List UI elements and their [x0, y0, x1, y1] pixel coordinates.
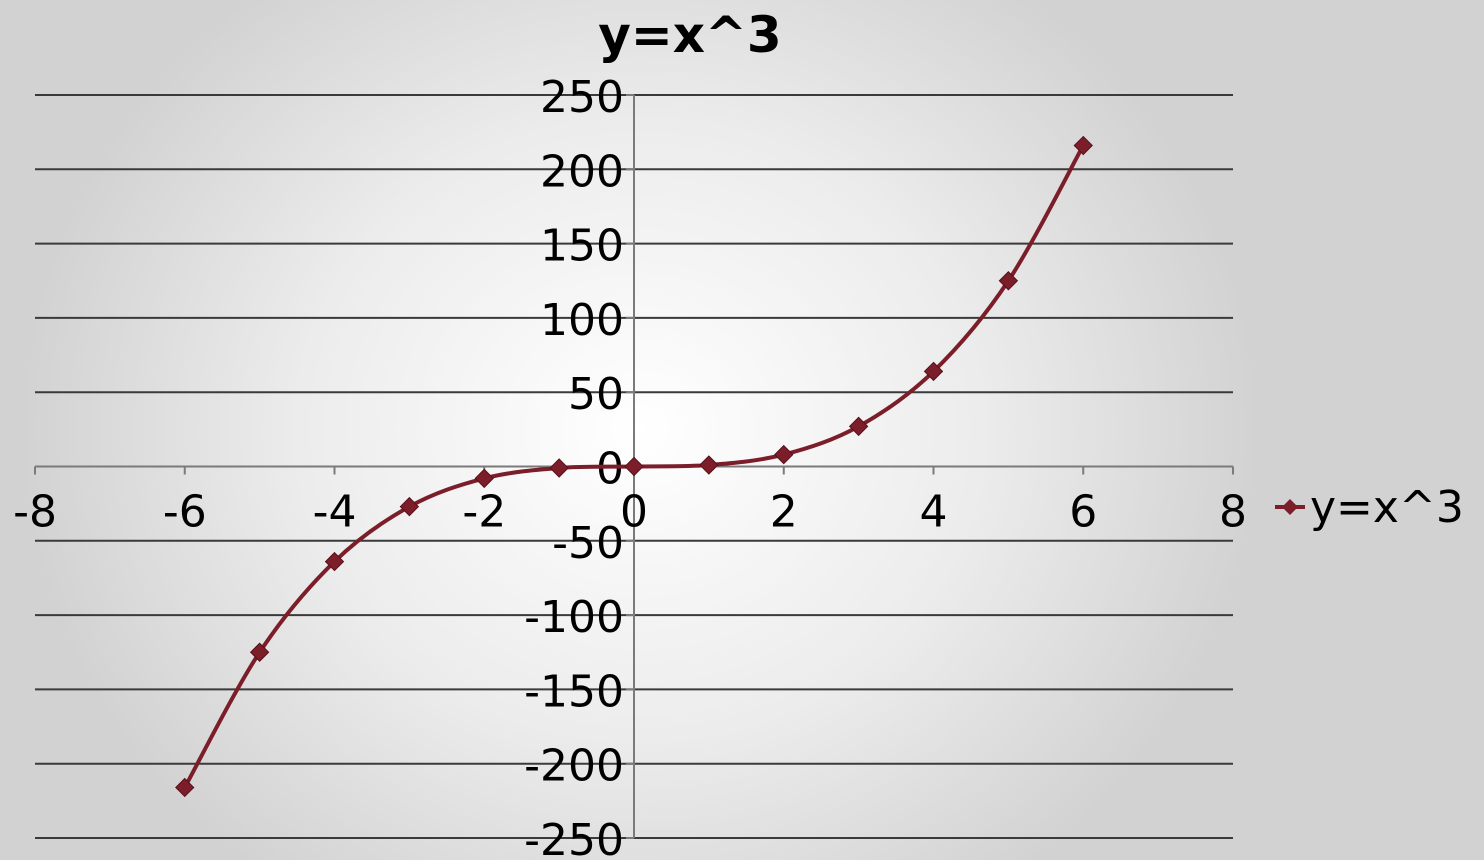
x-tick-label-8: 8	[1219, 487, 1247, 538]
y-tick-label-7: 100	[540, 295, 624, 346]
data-point-0-6	[624, 456, 644, 477]
data-point-0-11	[998, 271, 1019, 291]
y-tick-label-6: 50	[568, 369, 624, 420]
x-tick-label-5: 2	[770, 487, 798, 538]
y-tick-label-8: 150	[540, 221, 624, 272]
x-tick-label-3: -2	[462, 487, 506, 538]
chart-title: y=x^3	[598, 6, 781, 64]
y-tick-label-3: -100	[524, 592, 624, 643]
data-point-0-10	[923, 361, 944, 382]
x-tick-label-0: -8	[13, 487, 57, 538]
data-point-0-4	[474, 468, 494, 489]
y-tick-label-10: 250	[540, 72, 624, 123]
y-tick-label-9: 200	[540, 146, 624, 197]
y-tick-label-2: -150	[524, 666, 624, 717]
data-point-0-12	[1073, 135, 1093, 156]
data-point-0-7	[699, 455, 719, 475]
y-tick-label-0: -250	[524, 815, 624, 860]
legend: y=x^3	[1275, 482, 1464, 533]
data-point-0-3	[399, 496, 420, 517]
data-point-0-0	[175, 777, 195, 798]
data-point-0-2	[324, 551, 345, 572]
x-tick-label-4: 0	[620, 487, 648, 538]
series-layer	[175, 135, 1093, 798]
data-point-0-1	[249, 642, 270, 662]
data-point-0-5	[549, 458, 569, 478]
y-tick-label-4: -50	[552, 518, 624, 569]
x-tick-label-1: -6	[163, 487, 207, 538]
y-tick-label-1: -200	[524, 741, 624, 792]
x-tick-label-7: 6	[1069, 487, 1097, 538]
y-tick-label-5: 0	[596, 444, 624, 495]
legend-label: y=x^3	[1310, 482, 1464, 533]
x-tick-label-6: 4	[920, 487, 948, 538]
legend-diamond-marker	[1282, 499, 1298, 515]
data-point-0-8	[774, 444, 794, 465]
data-point-0-9	[848, 416, 869, 437]
x-tick-label-2: -4	[313, 487, 357, 538]
tick-labels: -8 -6 -4 -2 0 2 4 6 8-250-200-150-100-5005010015…	[13, 72, 1247, 860]
